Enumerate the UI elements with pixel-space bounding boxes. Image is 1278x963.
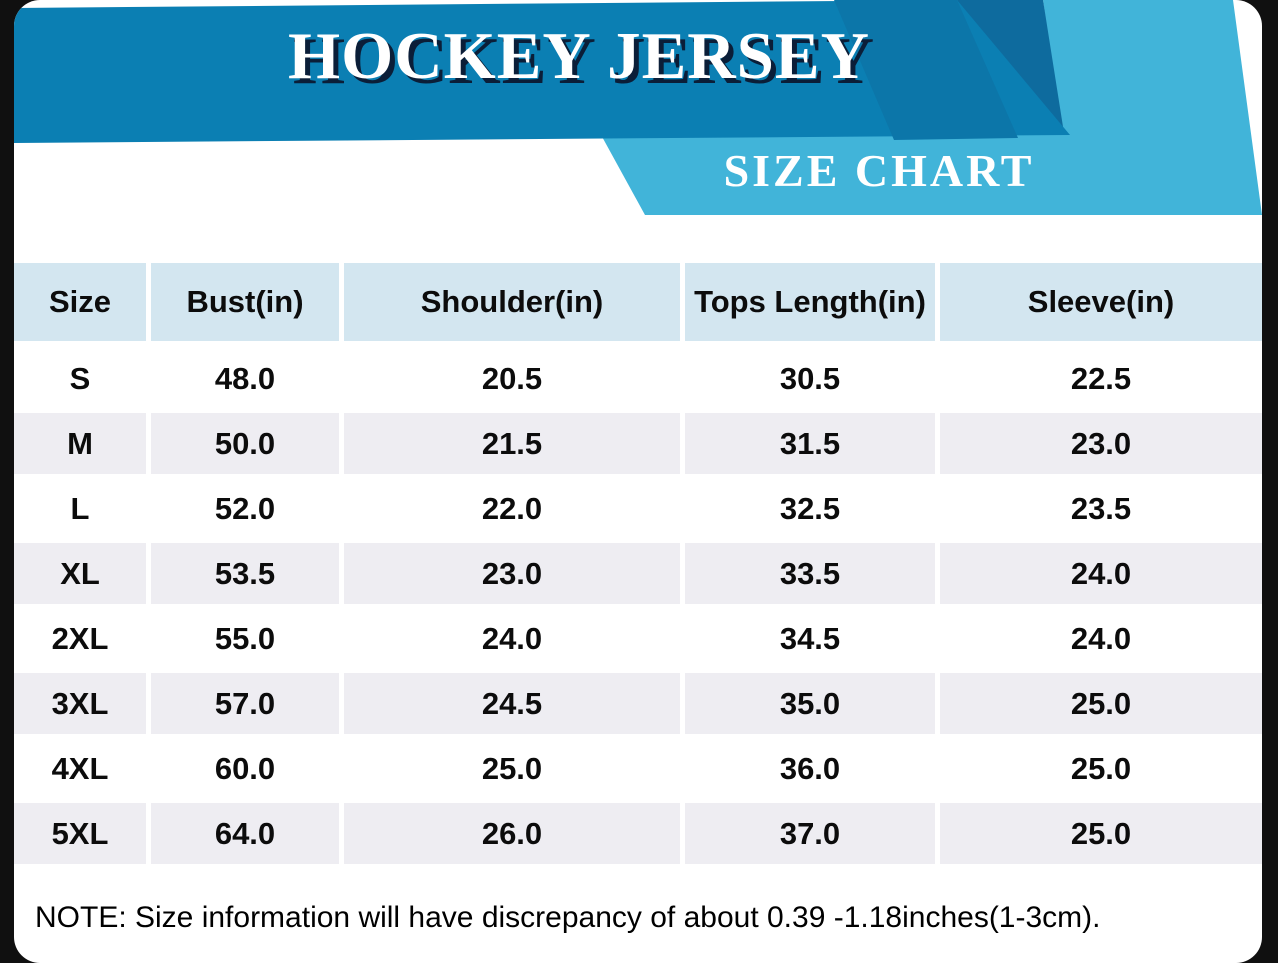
value-cell: 23.0 [344, 543, 680, 604]
table-row: 5XL 64.0 26.0 37.0 25.0 [14, 803, 1262, 864]
size-cell: M [14, 413, 146, 474]
size-cell: 5XL [14, 803, 146, 864]
value-cell: 25.0 [481, 750, 543, 786]
value-cell: 20.5 [481, 360, 543, 396]
value-cell: 25.0 [940, 673, 1262, 734]
table-row: 4XL 60.0 25.0 36.0 25.0 [14, 738, 1262, 799]
page-subtitle: SIZE CHART [723, 145, 1035, 196]
banner-shade-shape [834, 0, 1018, 140]
size-note: NOTE: Size information will have discrep… [35, 901, 1101, 934]
value-cell: 22.5 [1070, 360, 1132, 396]
size-chart-card: HOCKEY JERSEY SIZE CHART Size Bust(in) S… [14, 0, 1262, 963]
column-header-bust: Bust(in) [151, 263, 339, 341]
value-cell: 24.0 [940, 543, 1262, 604]
value-cell: 53.5 [151, 543, 339, 604]
value-cell: 22.0 [481, 490, 543, 526]
table-row: XL 53.5 23.0 33.5 24.0 [14, 543, 1262, 604]
value-cell: 36.0 [779, 750, 841, 786]
column-header-tops-length: Tops Length(in) [685, 263, 935, 341]
size-cell: 4XL [51, 750, 109, 786]
value-cell: 37.0 [685, 803, 935, 864]
table-body: S 48.0 20.5 30.5 22.5 M 50.0 21.5 31.5 23.0 L 52.0 2… [14, 348, 1262, 864]
banner-shape [14, 0, 1070, 143]
value-cell: 24.5 [344, 673, 680, 734]
light-ribbon-shape [600, 0, 1262, 215]
value-cell: 35.0 [685, 673, 935, 734]
size-cell: S [69, 360, 91, 396]
size-table: Size Bust(in) Shoulder(in) Tops Length(i… [14, 263, 1262, 868]
size-cell: XL [14, 543, 146, 604]
value-cell: 23.0 [940, 413, 1262, 474]
table-row: S 48.0 20.5 30.5 22.5 [14, 348, 1262, 409]
value-cell: 24.0 [481, 620, 543, 656]
column-header-size: Size [14, 263, 146, 341]
table-row: 3XL 57.0 24.5 35.0 25.0 [14, 673, 1262, 734]
table-row: 2XL 55.0 24.0 34.5 24.0 [14, 608, 1262, 669]
column-header-shoulder: Shoulder(in) [344, 263, 680, 341]
table-row: M 50.0 21.5 31.5 23.0 [14, 413, 1262, 474]
value-cell: 24.0 [1070, 620, 1132, 656]
table-header-row: Size Bust(in) Shoulder(in) Tops Length(i… [14, 263, 1262, 341]
banner-graphic [14, 0, 1262, 215]
value-cell: 26.0 [344, 803, 680, 864]
column-header-sleeve: Sleeve(in) [940, 263, 1262, 341]
value-cell: 21.5 [344, 413, 680, 474]
value-cell: 48.0 [214, 360, 276, 396]
value-cell: 31.5 [685, 413, 935, 474]
value-cell: 60.0 [214, 750, 276, 786]
value-cell: 50.0 [151, 413, 339, 474]
value-cell: 32.5 [779, 490, 841, 526]
value-cell: 55.0 [214, 620, 276, 656]
value-cell: 30.5 [779, 360, 841, 396]
value-cell: 33.5 [685, 543, 935, 604]
table-row: L 52.0 22.0 32.5 23.5 [14, 478, 1262, 539]
value-cell: 57.0 [151, 673, 339, 734]
value-cell: 64.0 [151, 803, 339, 864]
value-cell: 25.0 [940, 803, 1262, 864]
value-cell: 52.0 [214, 490, 276, 526]
size-cell: L [70, 490, 90, 526]
page-title: HOCKEY JERSEY [288, 19, 870, 93]
size-cell: 2XL [51, 620, 109, 656]
value-cell: 34.5 [779, 620, 841, 656]
size-cell: 3XL [14, 673, 146, 734]
value-cell: 23.5 [1070, 490, 1132, 526]
value-cell: 25.0 [1070, 750, 1132, 786]
